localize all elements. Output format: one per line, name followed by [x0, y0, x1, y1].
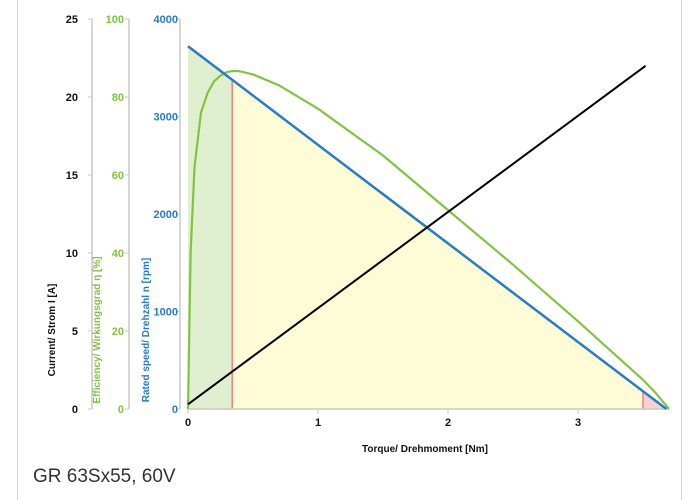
current-tick-label: 10	[66, 248, 78, 260]
speed-axis-title: Rated speed/ Drehzahl n [rpm]	[141, 258, 152, 402]
x-tick-label: 2	[445, 417, 451, 429]
speed-tick-label: 1000	[154, 307, 178, 319]
panel-border-right	[681, 0, 682, 500]
axis-labels: Torque/ Drehmoment [Nm] Current/ Strom I …	[47, 256, 488, 455]
current-tick-label: 25	[66, 14, 78, 26]
operating-region	[232, 79, 643, 409]
speed-tick-label: 4000	[154, 14, 178, 26]
current-tick-label: 5	[72, 326, 78, 338]
speed-tick-label: 2000	[154, 209, 178, 221]
efficiency-tick-label: 100	[106, 14, 124, 26]
panel-border-left	[17, 0, 18, 500]
efficiency-axis-title: Efficiency/ Wirkungsgrad η [%]	[92, 256, 103, 403]
x-tick-label: 1	[315, 417, 321, 429]
low-load-region	[188, 46, 233, 410]
speed-tick-label: 3000	[154, 112, 178, 124]
efficiency-tick-label: 20	[112, 326, 124, 338]
efficiency-tick-label: 0	[118, 404, 124, 416]
axes: 0510152025020406080100010002000300040000…	[66, 14, 669, 429]
efficiency-curve	[186, 69, 670, 410]
current-tick-label: 20	[66, 92, 78, 104]
speed-tick-label: 0	[172, 404, 178, 416]
series-lines	[186, 45, 670, 410]
x-tick-label: 3	[575, 417, 581, 429]
current-tick-label: 0	[72, 404, 78, 416]
efficiency-tick-label: 40	[112, 248, 124, 260]
region-marker-lines	[231, 79, 644, 409]
efficiency-tick-label: 60	[112, 170, 124, 182]
motor-caption: GR 63Sx55, 60V	[33, 466, 176, 487]
x-tick-label: 0	[185, 417, 191, 429]
motor-characteristic-chart: 0510152025020406080100010002000300040000…	[47, 14, 670, 455]
efficiency-tick-label: 80	[112, 92, 124, 104]
x-axis-title: Torque/ Drehmoment [Nm]	[362, 444, 488, 455]
current-line	[187, 64, 647, 406]
current-axis-title: Current/ Strom I [A]	[47, 284, 58, 377]
current-tick-label: 15	[66, 170, 78, 182]
